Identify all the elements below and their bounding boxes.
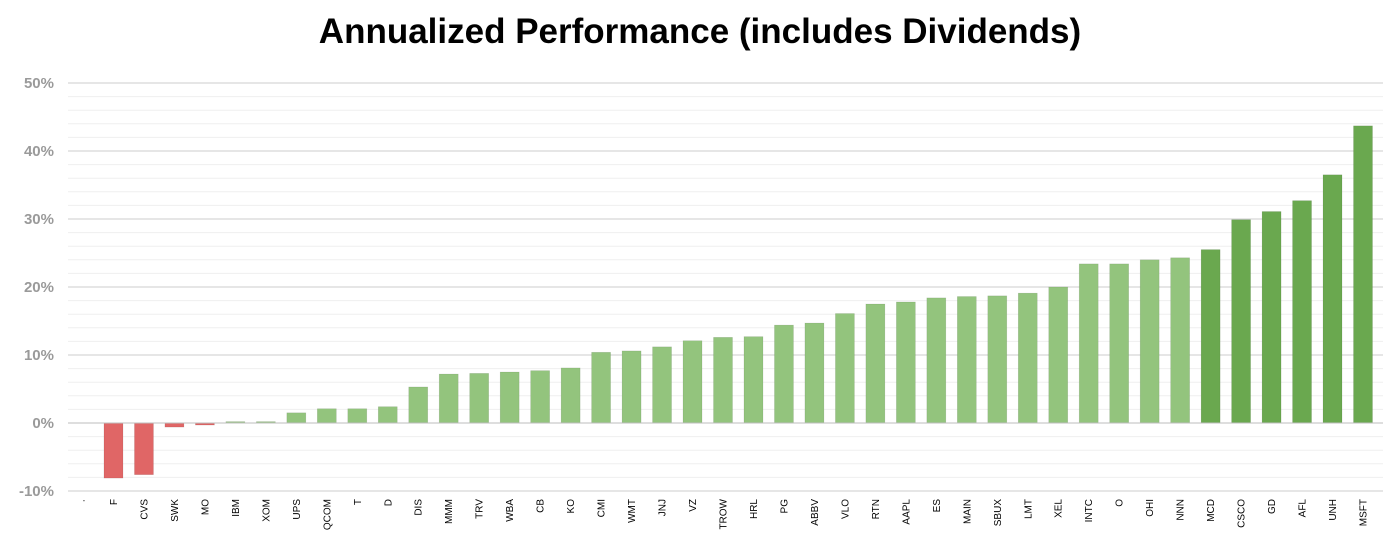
x-tick-label: OHI xyxy=(1145,499,1156,517)
bar-trow xyxy=(713,337,733,424)
x-tick-label: UPS xyxy=(292,499,303,520)
x-tick-label: VZ xyxy=(688,499,699,512)
bar-msft xyxy=(1353,125,1373,424)
x-tick-label: VLO xyxy=(840,499,851,519)
bar-ko xyxy=(560,367,581,424)
bar-intc xyxy=(1078,263,1099,424)
x-tick-label: NNN xyxy=(1176,499,1187,521)
x-tick-label: IBM xyxy=(231,499,242,517)
chart-title: Annualized Performance (includes Dividen… xyxy=(318,12,1082,51)
x-tick-label: KO xyxy=(566,499,577,514)
y-tick-label: -10% xyxy=(19,483,54,500)
x-tick-label: TRV xyxy=(475,499,486,519)
x-tick-label: HRL xyxy=(749,499,760,519)
bar-f xyxy=(103,422,124,479)
bar-ohi xyxy=(1139,259,1160,424)
bar-cvs xyxy=(134,422,154,475)
x-tick-label: O xyxy=(1115,499,1126,507)
y-tick-label: 20% xyxy=(24,279,54,296)
bar-nnn xyxy=(1170,257,1190,424)
bar-o xyxy=(1109,263,1129,424)
x-tick-label: MSFT xyxy=(1359,499,1370,526)
bar-xel xyxy=(1048,286,1069,424)
x-tick-label: PG xyxy=(779,499,790,514)
x-tick-label: LMT xyxy=(1023,499,1034,519)
x-tick-label: ABBV xyxy=(810,499,821,526)
x-tick-label: ES xyxy=(932,499,943,513)
bar-wmt xyxy=(621,350,642,424)
bar-swk xyxy=(164,422,185,428)
x-tick-label: TROW xyxy=(719,498,730,529)
y-tick-label: 10% xyxy=(24,347,54,364)
bar-lmt xyxy=(1017,292,1038,424)
x-tick-label: QCOM xyxy=(322,499,333,530)
x-tick-label: UNH xyxy=(1328,499,1339,521)
bar-qcom xyxy=(317,408,337,424)
x-tick-label: GD xyxy=(1267,499,1278,514)
x-tick-label: SWK xyxy=(170,499,181,522)
bar-vz xyxy=(682,340,703,424)
x-tick-label: MCD xyxy=(1206,499,1217,522)
x-tick-label: D xyxy=(383,499,394,506)
bar-abbv xyxy=(804,322,825,424)
y-tick-label: 30% xyxy=(24,211,54,228)
bar-wba xyxy=(499,371,520,424)
bar-sbux xyxy=(987,295,1008,424)
bar-pg xyxy=(774,324,794,424)
bar-vlo xyxy=(835,313,855,424)
bar-dis xyxy=(408,386,429,424)
x-tick-label: MMM xyxy=(444,499,455,524)
bar-csco xyxy=(1231,219,1251,424)
x-tick-label: JNJ xyxy=(658,499,669,516)
bar-afl xyxy=(1292,200,1312,424)
x-tick-label: MO xyxy=(200,499,211,515)
x-tick-label: AAPL xyxy=(901,499,912,525)
x-tick-label: CVS xyxy=(139,499,150,520)
x-tick-label: F xyxy=(109,499,120,505)
x-tick-label: XEL xyxy=(1054,499,1065,518)
bar-d xyxy=(377,406,398,424)
x-tick-label: SBUX xyxy=(993,499,1004,527)
x-tick-label: DIS xyxy=(414,499,425,516)
bar-main xyxy=(957,296,977,424)
x-tick-label: T xyxy=(353,499,364,505)
bar-ups xyxy=(286,412,307,424)
x-tick-label: AFL xyxy=(1298,499,1309,518)
x-tick-labels: · F CVS SWK MO IBM XOM UPS QCOM T D DIS MMM TRV WBA CB K… xyxy=(79,498,1370,530)
bar-mmm xyxy=(438,373,459,424)
bar-es xyxy=(926,297,947,424)
bar-jnj xyxy=(652,346,672,424)
bar-aapl xyxy=(896,301,916,424)
bar-rtn xyxy=(865,303,886,424)
bar-trv xyxy=(469,373,489,424)
bar-t xyxy=(347,408,368,424)
x-tick-label: CSCO xyxy=(1237,499,1248,528)
y-tick-label: 0% xyxy=(32,415,54,432)
x-tick-label: INTC xyxy=(1084,499,1095,522)
x-tick-label: WBA xyxy=(505,499,516,522)
x-tick-label: · xyxy=(79,499,90,502)
x-tick-label: WMT xyxy=(627,499,638,523)
bar-hrl xyxy=(743,336,764,424)
x-tick-label: CMI xyxy=(597,499,608,517)
y-tick-label: 40% xyxy=(24,143,54,160)
y-tick-label: 50% xyxy=(24,75,54,92)
bar-cb xyxy=(530,370,550,424)
x-tick-label: CB xyxy=(536,499,547,513)
bar-mcd xyxy=(1200,249,1221,424)
bar-gd xyxy=(1261,211,1282,424)
x-tick-label: XOM xyxy=(261,499,272,522)
x-tick-label: RTN xyxy=(871,499,882,519)
bar-cmi xyxy=(591,351,611,424)
minor-gridlines xyxy=(68,96,1383,478)
bar-unh xyxy=(1322,174,1343,424)
x-tick-label: MAIN xyxy=(962,499,973,524)
